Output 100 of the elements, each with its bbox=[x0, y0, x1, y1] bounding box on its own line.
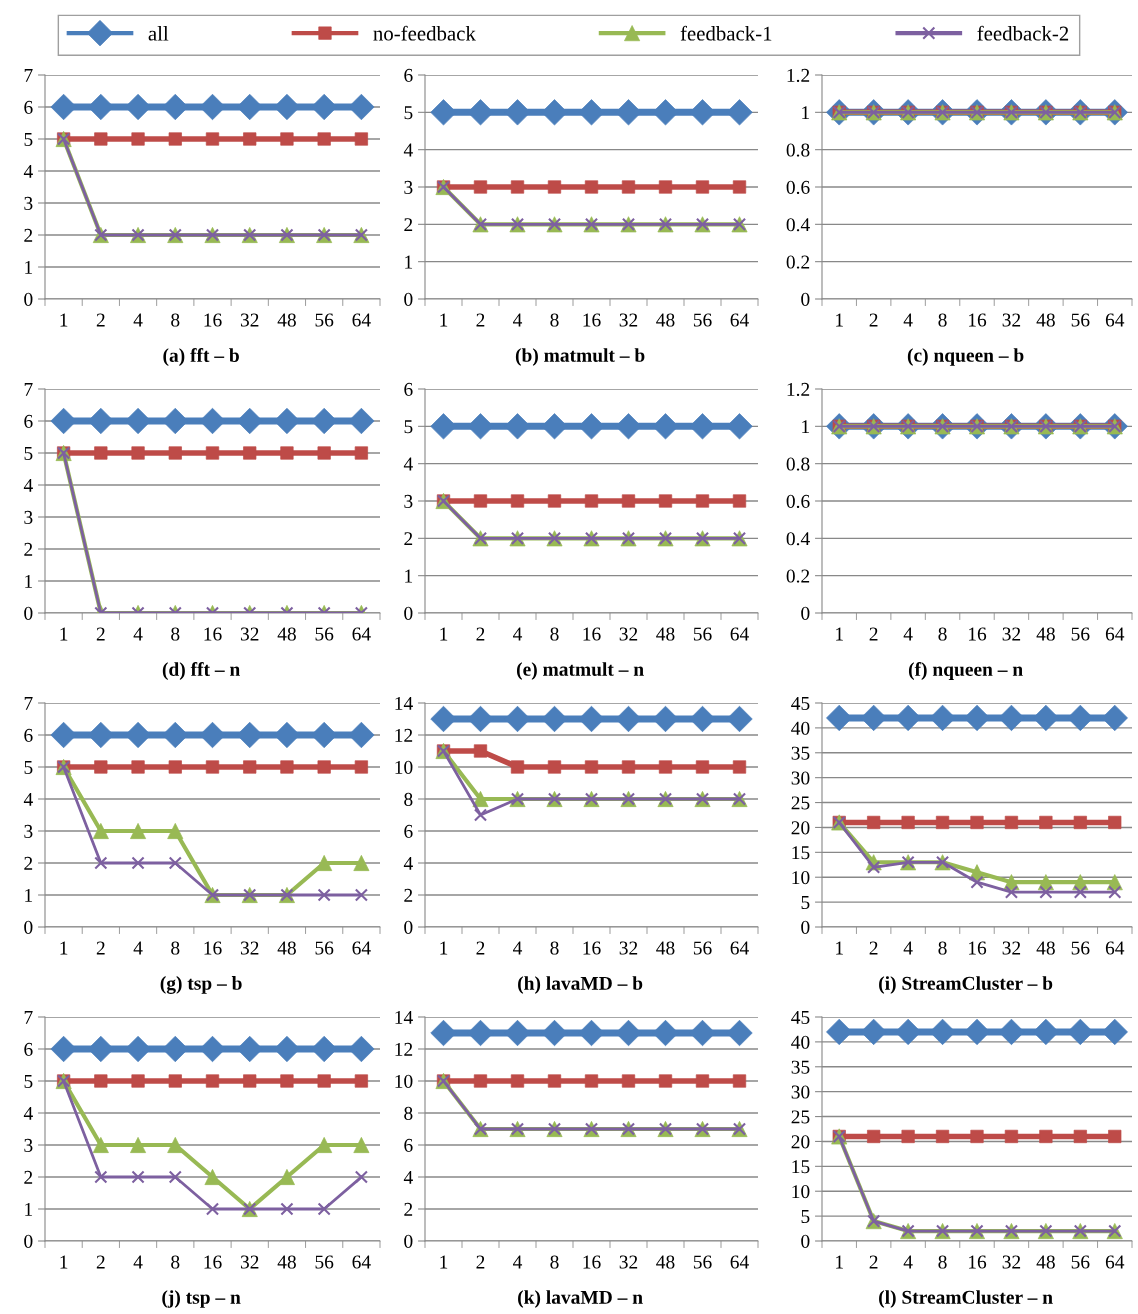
text: (l) StreamCluster – n bbox=[879, 1290, 1053, 1308]
x-tick-label: 16 bbox=[968, 313, 987, 327]
y-tick-label: 6 bbox=[24, 1042, 33, 1056]
x-tick-label: 32 bbox=[619, 313, 638, 327]
x-tick-label: 16 bbox=[968, 941, 987, 955]
y-tick-label: 0 bbox=[801, 1234, 810, 1248]
x-tick-label: 48 bbox=[656, 941, 675, 955]
y-tick-label: 4 bbox=[23, 792, 33, 806]
x-tick-label: 32 bbox=[240, 627, 259, 641]
x-tick-label: 32 bbox=[619, 627, 638, 641]
x-tick-label: 16 bbox=[583, 627, 601, 641]
y-tick-label: 10 bbox=[792, 1185, 810, 1199]
y-tick-label: 1 bbox=[405, 569, 413, 583]
x-tick-label: 1 bbox=[836, 313, 843, 327]
y-tick-label: 4 bbox=[403, 143, 413, 157]
x-tick-label: 56 bbox=[1071, 941, 1090, 955]
y-tick-label: 0.6 bbox=[786, 494, 810, 509]
x-tick-label: 48 bbox=[277, 627, 296, 641]
x-tick-label: 8 bbox=[171, 313, 180, 327]
x-tick-label: 2 bbox=[476, 941, 485, 955]
x-tick-label: 2 bbox=[869, 627, 878, 641]
x-tick-label: 8 bbox=[938, 627, 947, 641]
x-tick-label: 48 bbox=[277, 1255, 296, 1269]
x-tick-label: 48 bbox=[656, 627, 675, 641]
x-tick-label: 8 bbox=[938, 313, 947, 327]
y-tick-label: 7 bbox=[24, 1011, 33, 1024]
x-tick-label: 16 bbox=[583, 313, 601, 327]
text: (d) fft – n bbox=[162, 662, 240, 680]
x-tick-label: 48 bbox=[656, 1255, 675, 1269]
x-tick-label: 4 bbox=[903, 627, 913, 641]
y-tick-label: 15 bbox=[792, 1160, 810, 1174]
x-tick-label: 56 bbox=[315, 1255, 334, 1269]
x-tick-label: 32 bbox=[1002, 627, 1021, 641]
x-tick-label: 32 bbox=[240, 313, 259, 327]
y-tick-label: 2 bbox=[24, 228, 33, 242]
x-tick-label: 4 bbox=[513, 313, 523, 327]
x-tick-label: 8 bbox=[550, 941, 559, 955]
x-tick-label: 2 bbox=[476, 1255, 485, 1269]
y-tick-label: 5 bbox=[24, 447, 33, 460]
x-tick-label: 48 bbox=[277, 941, 296, 955]
y-tick-label: 4 bbox=[403, 856, 413, 870]
legend-label: feedback-1 bbox=[680, 25, 772, 41]
y-tick-label: 6 bbox=[404, 824, 413, 838]
y-tick-label: 3 bbox=[24, 1138, 33, 1152]
y-tick-label: 5 bbox=[801, 1210, 810, 1224]
x-tick-label: 32 bbox=[1002, 941, 1021, 955]
x-tick-label: 64 bbox=[730, 941, 749, 955]
x-tick-label: 56 bbox=[315, 627, 334, 641]
x-tick-label: 4 bbox=[903, 1255, 913, 1269]
x-tick-label: 8 bbox=[550, 313, 559, 327]
x-tick-label: 4 bbox=[903, 941, 913, 955]
y-tick-label: 3 bbox=[404, 494, 413, 508]
x-tick-label: 64 bbox=[1105, 627, 1125, 641]
x-tick-label: 64 bbox=[730, 627, 749, 641]
x-tick-label: 32 bbox=[1002, 1255, 1021, 1269]
y-tick-label: 2 bbox=[404, 532, 413, 546]
x-tick-label: 2 bbox=[869, 313, 878, 327]
y-tick-label: 20 bbox=[791, 1135, 810, 1149]
y-tick-label: 25 bbox=[791, 1110, 810, 1124]
x-tick-label: 4 bbox=[513, 627, 523, 641]
y-tick-label: 0.6 bbox=[786, 180, 810, 195]
y-tick-label: 3 bbox=[24, 196, 33, 210]
legend-label: no-feedback bbox=[373, 25, 476, 41]
y-tick-label: 2 bbox=[404, 218, 413, 232]
x-tick-label: 2 bbox=[476, 313, 485, 327]
y-tick-label: 4 bbox=[23, 478, 33, 492]
y-tick-label: 6 bbox=[24, 100, 33, 114]
y-tick-label: 1 bbox=[25, 574, 33, 588]
y-tick-label: 1 bbox=[25, 888, 33, 902]
x-tick-label: 48 bbox=[277, 313, 296, 327]
text: (h) lavaMD – b bbox=[518, 976, 643, 994]
x-tick-label: 48 bbox=[1036, 1255, 1055, 1269]
y-tick-label: 6 bbox=[404, 382, 413, 396]
y-tick-label: 6 bbox=[24, 728, 33, 742]
x-tick-label: 2 bbox=[96, 1255, 105, 1269]
x-tick-label: 8 bbox=[550, 1255, 559, 1269]
x-tick-label: 8 bbox=[938, 941, 947, 955]
x-tick-label: 56 bbox=[1071, 1255, 1090, 1269]
y-tick-label: 5 bbox=[24, 761, 33, 774]
y-tick-label: 0 bbox=[24, 920, 33, 934]
y-tick-label: 12 bbox=[395, 1042, 413, 1056]
x-tick-label: 8 bbox=[171, 941, 180, 955]
x-tick-label: 64 bbox=[1105, 313, 1125, 327]
text: (a) fft – b bbox=[163, 348, 239, 366]
x-tick-label: 4 bbox=[133, 627, 143, 641]
x-tick-label: 4 bbox=[903, 313, 913, 327]
x-tick-label: 16 bbox=[204, 941, 222, 955]
x-tick-label: 2 bbox=[869, 1255, 878, 1269]
x-tick-label: 1 bbox=[440, 1255, 448, 1269]
x-tick-label: 56 bbox=[693, 627, 712, 641]
y-tick-label: 12 bbox=[395, 728, 413, 742]
legend-label: feedback-2 bbox=[977, 25, 1069, 41]
y-tick-label: 0 bbox=[404, 1234, 413, 1248]
x-tick-label: 1 bbox=[60, 627, 68, 641]
x-tick-label: 56 bbox=[315, 313, 334, 327]
x-tick-label: 8 bbox=[171, 1255, 180, 1269]
y-tick-label: 35 bbox=[791, 746, 810, 760]
y-tick-label: 0.2 bbox=[786, 255, 810, 269]
x-tick-label: 48 bbox=[1036, 941, 1055, 955]
y-tick-label: 15 bbox=[792, 846, 810, 860]
